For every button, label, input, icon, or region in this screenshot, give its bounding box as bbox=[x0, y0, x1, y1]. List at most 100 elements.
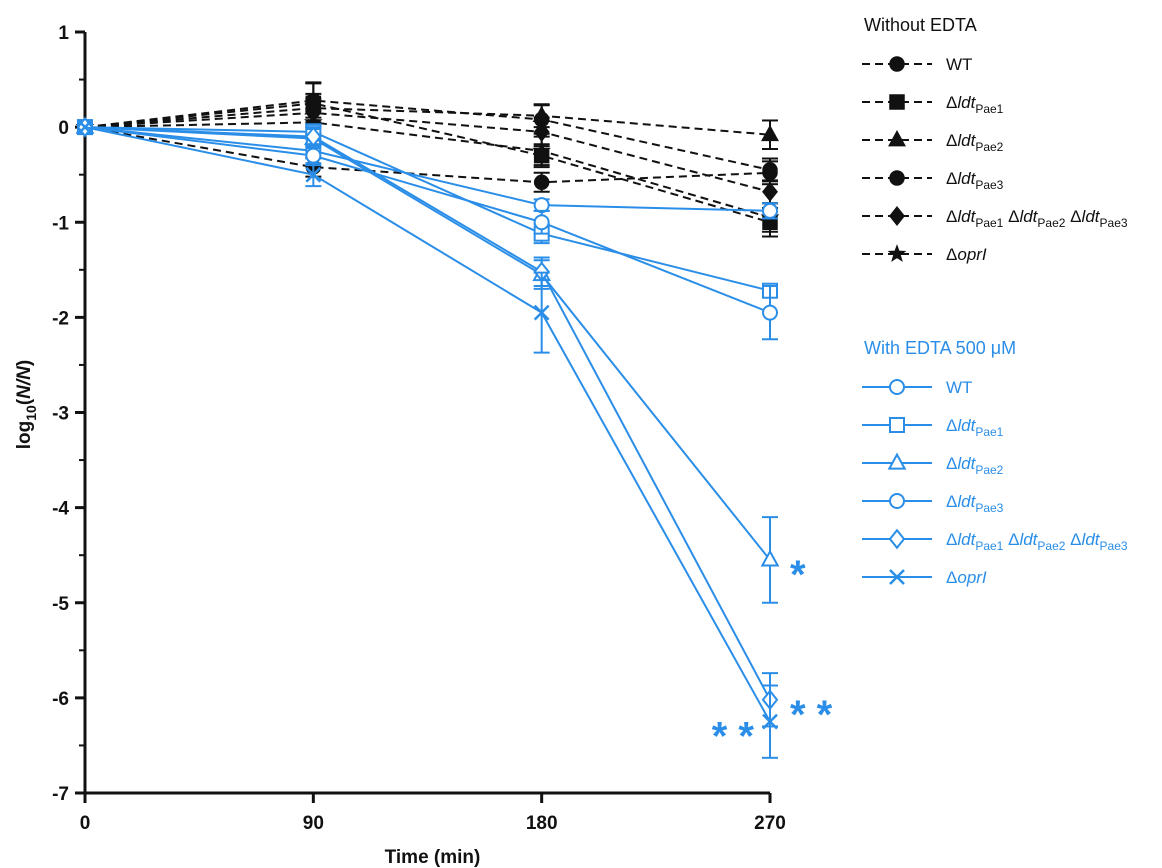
legend-title: With EDTA 500 μM bbox=[864, 338, 1016, 358]
marker-square bbox=[889, 417, 905, 433]
marker-circle bbox=[889, 170, 905, 186]
y-tick-label: -6 bbox=[52, 689, 69, 710]
marker-circle bbox=[762, 202, 778, 219]
marker-circle bbox=[762, 304, 778, 321]
marker-x-stroke bbox=[305, 166, 322, 183]
series-line bbox=[84, 107, 771, 136]
legend-item: ΔldtPae1 bbox=[862, 416, 1004, 439]
legend-item: ΔldtPae1 ΔldtPae2 ΔldtPae3 bbox=[862, 528, 1128, 553]
y-axis-title-text: log10(N/N) bbox=[14, 360, 39, 449]
x-tick-label: 180 bbox=[526, 813, 558, 834]
y-tick-label: -1 bbox=[52, 213, 69, 234]
legend-item: ΔoprI bbox=[862, 244, 987, 264]
legend-item: ΔldtPae1 bbox=[862, 93, 1004, 116]
legend-item: ΔldtPae2 bbox=[862, 452, 1004, 477]
legend-label: WT bbox=[946, 55, 972, 74]
y-tick-label: -2 bbox=[52, 308, 69, 329]
legend-item: WT bbox=[862, 378, 972, 397]
x-tick-label: 0 bbox=[80, 813, 91, 834]
significance-stars: * * bbox=[790, 693, 833, 737]
legend-item: ΔldtPae2 bbox=[862, 130, 1004, 154]
marker-star bbox=[532, 141, 552, 159]
marker-diamond bbox=[762, 181, 778, 202]
marker-circle bbox=[889, 56, 905, 72]
significance-stars: * bbox=[790, 553, 806, 597]
marker-diamond bbox=[888, 528, 906, 550]
y-axis-title: log10(N/N) bbox=[14, 360, 39, 449]
marker-x bbox=[533, 304, 550, 321]
series-group bbox=[75, 116, 780, 759]
legend-title: Without EDTA bbox=[864, 15, 977, 35]
marker-x-stroke bbox=[77, 119, 93, 136]
series-line bbox=[84, 126, 771, 212]
marker-circle bbox=[533, 214, 550, 231]
series-line bbox=[84, 126, 771, 561]
legend-label: ΔldtPae2 bbox=[946, 454, 1004, 477]
marker-x-stroke bbox=[533, 304, 550, 321]
marker-circle bbox=[762, 165, 778, 181]
data-series bbox=[75, 116, 780, 604]
y-tick-label: -3 bbox=[52, 404, 69, 425]
legend-label: ΔoprI bbox=[946, 568, 987, 587]
marker-diamond bbox=[889, 206, 905, 226]
legend-item: ΔoprI bbox=[862, 568, 987, 587]
marker-x bbox=[77, 119, 93, 136]
series-group bbox=[75, 81, 780, 238]
chart-axes: 1 0 -1 -2 -3 -4 -5 -6 -7 0 90 180 270 bbox=[52, 23, 786, 834]
marker-x bbox=[889, 569, 905, 585]
marker-x bbox=[762, 713, 778, 730]
chart-series bbox=[75, 81, 780, 759]
marker-star bbox=[887, 244, 907, 262]
marker-x-stroke bbox=[762, 713, 778, 730]
legend-label: ΔldtPae1 bbox=[946, 416, 1004, 439]
marker-diamond bbox=[305, 126, 322, 147]
series-line bbox=[84, 121, 771, 219]
legend-label: ΔldtPae2 bbox=[946, 131, 1004, 154]
marker-triangle bbox=[887, 452, 907, 470]
significance-stars: * * bbox=[712, 715, 755, 759]
data-series bbox=[77, 119, 778, 759]
x-axis-title: Time (min) bbox=[385, 847, 481, 868]
marker-circle bbox=[533, 174, 550, 191]
marker-triangle bbox=[888, 130, 906, 147]
marker-x bbox=[305, 166, 322, 183]
significance-annotations: * * * * * bbox=[712, 553, 833, 759]
series-line bbox=[84, 126, 771, 314]
y-tick-label: -5 bbox=[52, 594, 69, 615]
data-series bbox=[77, 97, 778, 205]
series-line bbox=[84, 126, 771, 723]
marker-circle bbox=[889, 379, 905, 395]
legend-group: With EDTA 500 μM WT ΔldtPae1 ΔldtPae2 ΔldtPa… bbox=[862, 338, 1128, 587]
legend-label: WT bbox=[946, 378, 972, 397]
y-tick-label: -4 bbox=[52, 499, 69, 520]
y-tick-label: 1 bbox=[58, 23, 69, 44]
legend-item: ΔldtPae3 bbox=[862, 492, 1004, 515]
legend-item: ΔldtPae1 ΔldtPae2 ΔldtPae3 bbox=[862, 206, 1128, 230]
series-line bbox=[84, 126, 771, 292]
legend-item: WT bbox=[862, 55, 972, 74]
data-series bbox=[77, 81, 778, 238]
legend-group: Without EDTA WT ΔldtPae1 ΔldtPae2 ΔldtPae3 Δl… bbox=[862, 15, 1128, 264]
legend-label: ΔldtPae3 bbox=[946, 169, 1004, 192]
legend-label: ΔldtPae1 bbox=[946, 93, 1004, 116]
legend-label: ΔldtPae1 ΔldtPae2 ΔldtPae3 bbox=[946, 207, 1128, 230]
x-tick-label: 90 bbox=[303, 813, 324, 834]
data-series bbox=[77, 119, 778, 341]
legend-label: ΔoprI bbox=[946, 245, 987, 264]
y-tick-label: 0 bbox=[58, 118, 69, 139]
marker-circle bbox=[889, 493, 905, 509]
series-line bbox=[84, 99, 771, 171]
marker-circle bbox=[305, 147, 322, 164]
legend-label: ΔldtPae1 ΔldtPae2 ΔldtPae3 bbox=[946, 530, 1128, 553]
data-series bbox=[76, 116, 779, 728]
y-tick-label: -7 bbox=[52, 784, 69, 805]
legend: Without EDTA WT ΔldtPae1 ΔldtPae2 ΔldtPae3 Δl… bbox=[862, 15, 1128, 587]
marker-triangle bbox=[761, 124, 779, 142]
x-tick-label: 270 bbox=[754, 813, 786, 834]
marker-square bbox=[889, 94, 905, 110]
marker-triangle bbox=[760, 549, 780, 567]
legend-label: ΔldtPae3 bbox=[946, 492, 1004, 515]
series-line bbox=[84, 111, 771, 193]
legend-item: ΔldtPae3 bbox=[862, 169, 1004, 192]
